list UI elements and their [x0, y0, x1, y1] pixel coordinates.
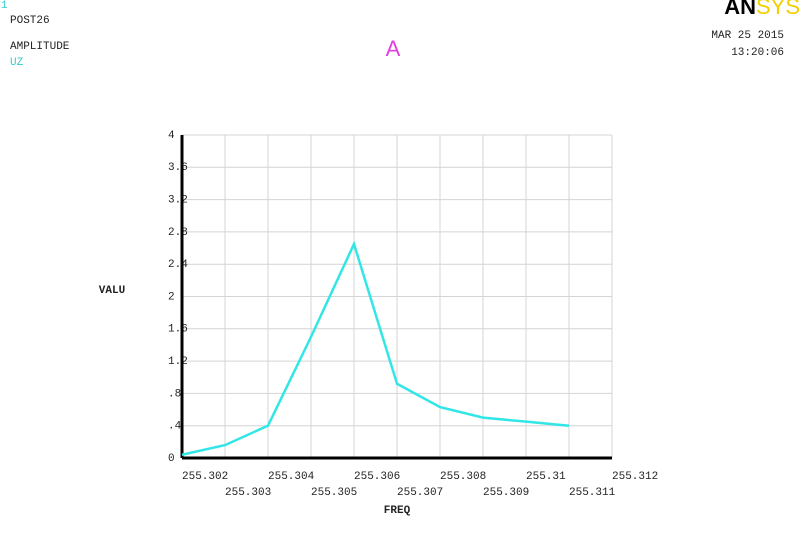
x-tick-label: 255.305	[311, 487, 357, 499]
x-tick-label: 255.312	[612, 471, 658, 483]
logo: ANSYS	[724, 0, 800, 19]
x-tick-label: 255.304	[268, 471, 315, 483]
data-line	[181, 240, 570, 456]
variable-label: UZ	[10, 57, 24, 69]
header-line: AMPLITUDE	[10, 41, 70, 53]
y-tick-label: 3.2	[168, 195, 188, 207]
y-axis-label: VALU	[99, 285, 125, 297]
y-tick-label: 2	[168, 291, 175, 303]
x-tick-label: 255.306	[354, 471, 400, 483]
window-number: 1	[1, 0, 8, 12]
date: MAR 25 2015	[711, 30, 784, 42]
x-tick-label: 255.311	[569, 487, 616, 499]
y-tick-label: 1.6	[168, 324, 188, 336]
time: 13:20:06	[731, 47, 784, 59]
y-tick-label: .8	[168, 388, 181, 400]
y-tick-label: 0	[168, 453, 175, 465]
y-tick-label: .4	[168, 421, 182, 433]
y-tick-label: 2.4	[168, 259, 188, 271]
y-tick-label: 2.8	[168, 227, 188, 239]
chart-title: A	[386, 36, 401, 61]
x-tick-label: 255.308	[440, 471, 486, 483]
x-tick-label: 255.31	[526, 471, 566, 483]
logo-part: SYS	[756, 0, 800, 19]
x-tick-label: 255.309	[483, 487, 529, 499]
x-axis-label: FREQ	[384, 505, 411, 517]
header-line: POST26	[10, 15, 50, 27]
logo-part: AN	[724, 0, 756, 19]
x-tick-label: 255.302	[182, 471, 228, 483]
y-tick-label: 4	[168, 130, 175, 142]
x-tick-label: 255.303	[225, 487, 271, 499]
y-tick-label: 3.6	[168, 162, 188, 174]
x-tick-label: 255.307	[397, 487, 443, 499]
y-tick-label: 1.2	[168, 356, 188, 368]
